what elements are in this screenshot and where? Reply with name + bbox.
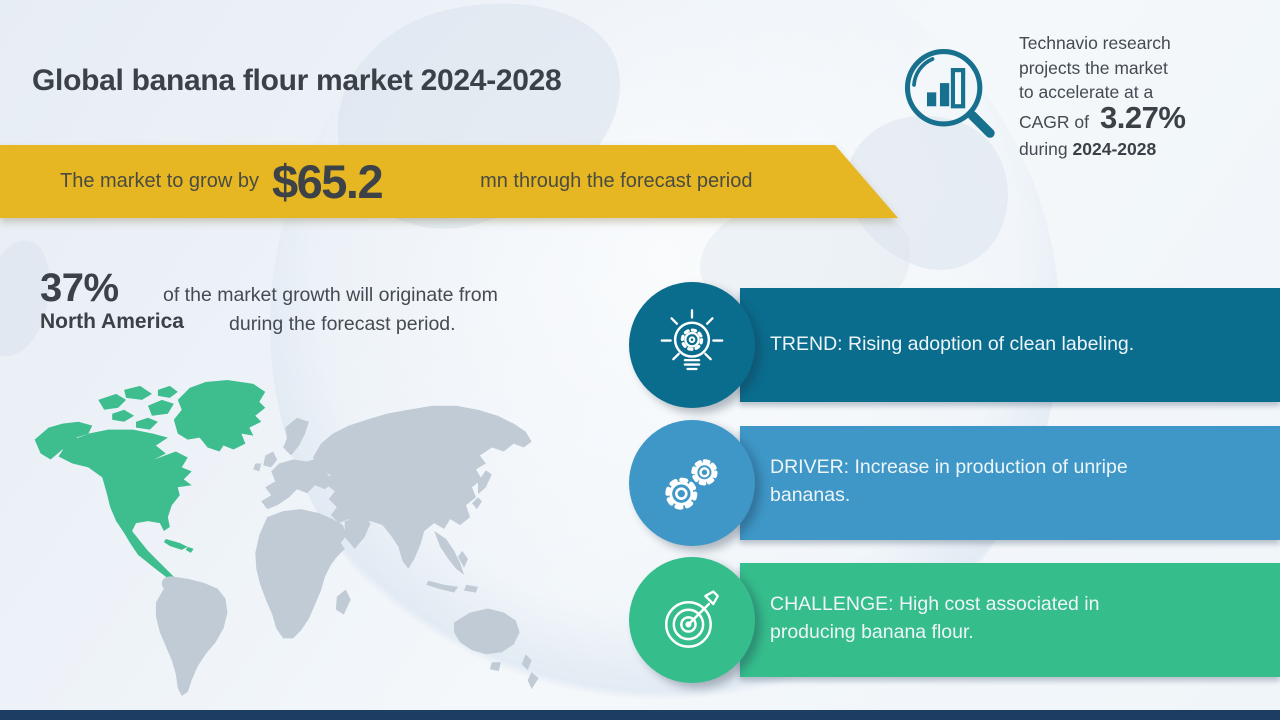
challenge-label: CHALLENGE: High cost associated in produ…: [770, 593, 1100, 643]
lightbulb-gear-icon: [660, 309, 724, 371]
growth-suffix: mn through the forecast period: [480, 170, 753, 192]
cagr-note-line: projects the market: [1019, 57, 1168, 78]
growth-value: $65.2: [271, 155, 384, 208]
growth-banner-wrap: The market to grow by $65.2 mn through t…: [0, 145, 900, 218]
map-region-north-america: [34, 379, 266, 585]
growth-banner: The market to grow by $65.2 mn through t…: [0, 145, 898, 218]
period-prefix: during: [1019, 139, 1068, 159]
region-share-value: 37%: [40, 266, 119, 310]
region-name: North America: [40, 310, 184, 333]
challenge-icon-bubble: [629, 557, 755, 683]
map-regions-other: [155, 405, 539, 697]
region-text-1: of the market growth will originate from: [163, 284, 498, 306]
trend-label: TREND: Rising adoption of clean labeling…: [770, 333, 1135, 355]
footer-bar: [0, 710, 1280, 720]
region-text-2: during the forecast period.: [229, 313, 456, 335]
cagr-value-row: CAGR of 3.27%: [1019, 99, 1219, 135]
cagr-prefix: CAGR of: [1019, 111, 1090, 132]
page-title: Global banana flour market 2024-2028: [32, 64, 562, 97]
driver-label: DRIVER: Increase in production of unripe…: [770, 456, 1128, 506]
forecast-period: 2024-2028: [1072, 139, 1157, 159]
target-arrow-icon: [664, 590, 719, 648]
cagr-note-line: to accelerate at a: [1019, 82, 1154, 102]
trend-banner: [740, 288, 1280, 402]
cagr-note-line: Technavio research: [1019, 33, 1171, 53]
cagr-period-row: during 2024-2028: [1019, 137, 1219, 162]
world-map: [34, 379, 539, 697]
magnifier-chart-icon: [904, 49, 995, 138]
cagr-value: 3.27%: [1100, 99, 1186, 135]
trend-icon-bubble: [629, 282, 755, 408]
growth-prefix: The market to grow by: [60, 170, 259, 192]
cagr-note: Technavio research projects the market t…: [1019, 31, 1219, 162]
gears-icon: [665, 459, 718, 510]
driver-banner: [740, 426, 1280, 540]
challenge-banner: [740, 563, 1280, 677]
driver-icon-bubble: [629, 420, 755, 546]
